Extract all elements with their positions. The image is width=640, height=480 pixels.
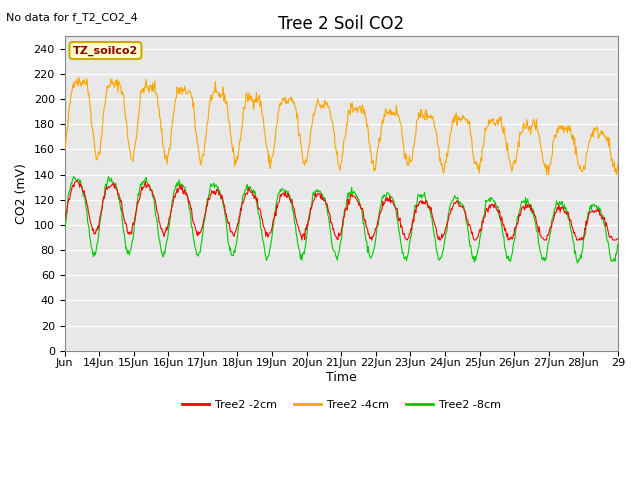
Text: TZ_soilco2: TZ_soilco2	[73, 46, 138, 56]
Tree2 -8cm	[430, 230, 438, 236]
Tree2 -2cm	[255, 205, 263, 211]
Tree2 -8cm	[61, 226, 68, 232]
Tree2 -4cm	[228, 142, 236, 147]
Tree2 -4cm	[399, 138, 407, 144]
Tree2 -2cm	[614, 236, 621, 242]
Tree2 -4cm	[614, 162, 621, 168]
Y-axis label: CO2 (mV): CO2 (mV)	[15, 163, 28, 224]
Tree2 -2cm	[431, 222, 438, 228]
Legend: Tree2 -2cm, Tree2 -4cm, Tree2 -8cm: Tree2 -2cm, Tree2 -4cm, Tree2 -8cm	[177, 396, 506, 415]
Line: Tree2 -2cm: Tree2 -2cm	[65, 180, 618, 240]
Tree2 -4cm	[75, 74, 83, 80]
Tree2 -4cm	[255, 93, 263, 98]
Tree2 -8cm	[70, 173, 77, 179]
Tree2 -8cm	[399, 250, 407, 255]
Tree2 -2cm	[126, 229, 134, 235]
X-axis label: Time: Time	[326, 371, 356, 384]
Tree2 -4cm	[61, 147, 68, 153]
Tree2 -2cm	[61, 220, 68, 226]
Tree2 -2cm	[400, 231, 408, 237]
Tree2 -8cm	[255, 213, 263, 218]
Tree2 -8cm	[573, 260, 581, 266]
Tree2 -4cm	[543, 172, 550, 178]
Tree2 -8cm	[276, 187, 284, 192]
Tree2 -8cm	[228, 252, 236, 258]
Title: Tree 2 Soil CO2: Tree 2 Soil CO2	[278, 15, 404, 33]
Tree2 -2cm	[228, 228, 236, 234]
Tree2 -2cm	[276, 192, 284, 198]
Line: Tree2 -4cm: Tree2 -4cm	[65, 77, 618, 175]
Tree2 -4cm	[430, 119, 438, 125]
Tree2 -8cm	[614, 241, 621, 247]
Tree2 -2cm	[298, 237, 306, 243]
Tree2 -2cm	[73, 178, 81, 183]
Text: No data for f_T2_CO2_4: No data for f_T2_CO2_4	[6, 12, 138, 23]
Tree2 -4cm	[276, 100, 284, 106]
Tree2 -4cm	[126, 148, 134, 154]
Tree2 -8cm	[126, 247, 134, 253]
Line: Tree2 -8cm: Tree2 -8cm	[65, 176, 618, 263]
